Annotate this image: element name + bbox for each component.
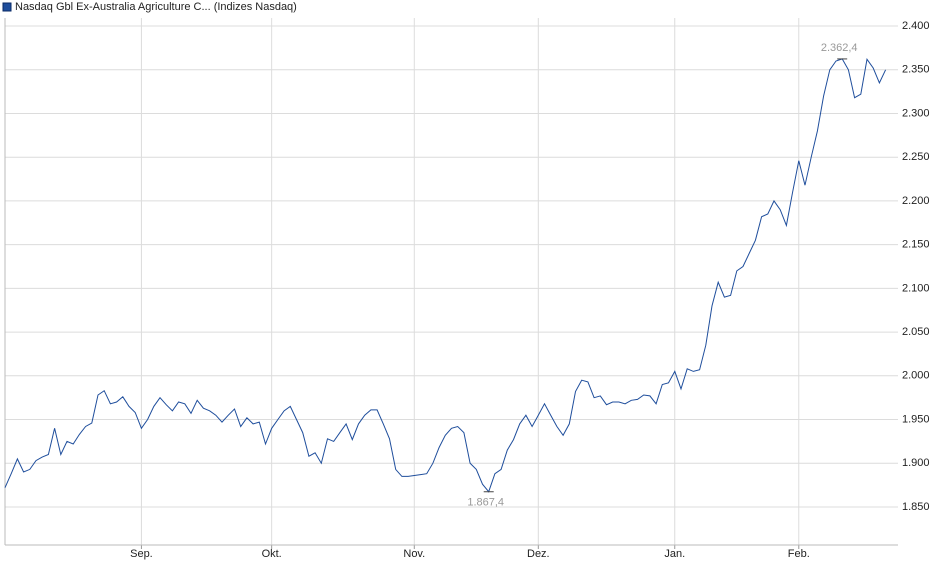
y-tick-label: 2.100: [902, 282, 930, 294]
y-tick-label: 1.950: [902, 413, 930, 425]
line-series: [4, 58, 887, 493]
legend-swatch: [2, 2, 12, 12]
y-tick-label: 2.300: [902, 107, 930, 119]
annotation-label: 2.362,4: [821, 42, 858, 54]
x-tick-label: Jan.: [664, 548, 685, 560]
x-tick-label: Nov.: [403, 548, 425, 560]
y-tick-label: 2.200: [902, 195, 930, 207]
y-tick-label: 2.400: [902, 20, 930, 32]
x-tick-label: Feb.: [788, 548, 810, 560]
x-tick-label: Okt.: [262, 548, 282, 560]
annotation-label: 1.867,4: [467, 497, 504, 509]
legend-label: Nasdaq Gbl Ex-Australia Agriculture C...…: [15, 1, 297, 13]
y-tick-label: 1.900: [902, 457, 930, 469]
y-tick-label: 2.350: [902, 64, 930, 76]
y-tick-label: 2.050: [902, 326, 930, 338]
y-tick-label: 2.250: [902, 151, 930, 163]
x-tick-label: Dez.: [527, 548, 550, 560]
y-tick-label: 2.150: [902, 239, 930, 251]
y-tick-label: 1.850: [902, 501, 930, 513]
y-tick-label: 2.000: [902, 370, 930, 382]
x-tick-label: Sep.: [130, 548, 153, 560]
